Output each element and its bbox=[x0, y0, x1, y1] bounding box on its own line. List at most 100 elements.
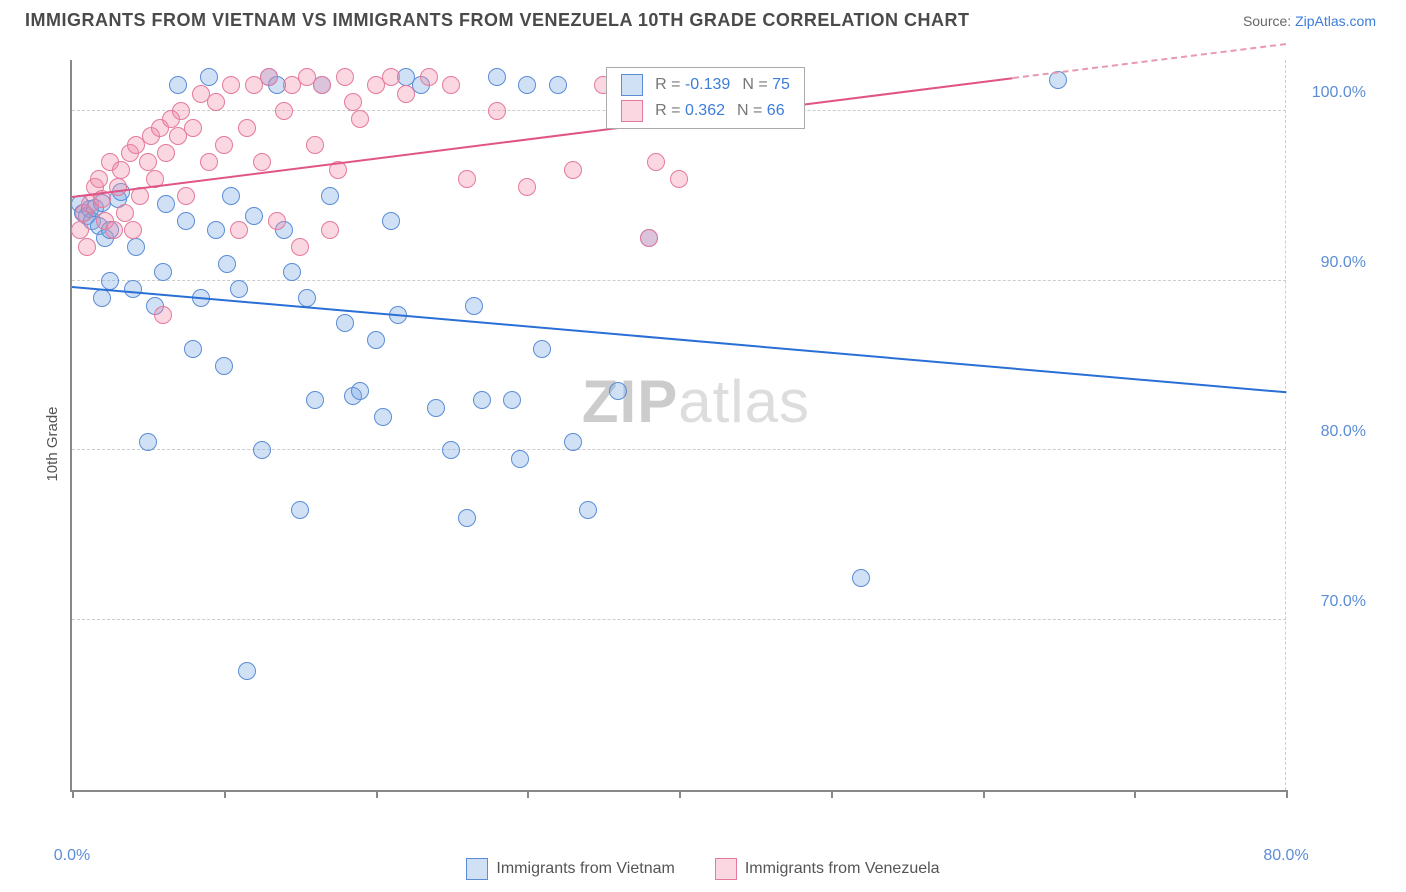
gridline-h bbox=[72, 619, 1286, 620]
x-tick bbox=[72, 790, 74, 798]
chart-title: IMMIGRANTS FROM VIETNAM VS IMMIGRANTS FR… bbox=[25, 10, 970, 31]
chart-header: IMMIGRANTS FROM VIETNAM VS IMMIGRANTS FR… bbox=[0, 0, 1406, 41]
data-point bbox=[344, 93, 362, 111]
stats-swatch bbox=[621, 74, 643, 96]
data-point bbox=[177, 212, 195, 230]
trend-line bbox=[1013, 43, 1286, 79]
data-point bbox=[458, 509, 476, 527]
data-point bbox=[105, 221, 123, 239]
x-tick bbox=[831, 790, 833, 798]
data-point bbox=[442, 76, 460, 94]
data-point bbox=[169, 76, 187, 94]
stat-n: N = 75 bbox=[742, 76, 790, 94]
data-point bbox=[511, 450, 529, 468]
data-point bbox=[442, 441, 460, 459]
data-point bbox=[275, 102, 293, 120]
data-point bbox=[518, 178, 536, 196]
data-point bbox=[101, 272, 119, 290]
data-point bbox=[306, 391, 324, 409]
x-tick bbox=[527, 790, 529, 798]
data-point bbox=[253, 153, 271, 171]
data-point bbox=[93, 289, 111, 307]
data-point bbox=[374, 408, 392, 426]
data-point bbox=[222, 76, 240, 94]
legend-item-venezuela: Immigrants from Venezuela bbox=[715, 858, 940, 880]
data-point bbox=[336, 68, 354, 86]
data-point bbox=[283, 263, 301, 281]
data-point bbox=[184, 119, 202, 137]
data-point bbox=[260, 68, 278, 86]
data-point bbox=[112, 161, 130, 179]
watermark: ZIPatlas bbox=[582, 367, 810, 436]
watermark-bold: ZIP bbox=[582, 368, 678, 435]
data-point bbox=[473, 391, 491, 409]
stats-swatch bbox=[621, 100, 643, 122]
data-point bbox=[518, 76, 536, 94]
legend-label-vietnam: Immigrants from Vietnam bbox=[496, 860, 674, 878]
source-label: Source: bbox=[1243, 13, 1291, 29]
trend-line bbox=[72, 286, 1286, 393]
data-point bbox=[253, 441, 271, 459]
data-point bbox=[184, 340, 202, 358]
data-point bbox=[230, 221, 248, 239]
data-point bbox=[207, 221, 225, 239]
stats-legend: R = -0.139N = 75R = 0.362N = 66 bbox=[606, 67, 805, 129]
data-point bbox=[116, 204, 134, 222]
source-link[interactable]: ZipAtlas.com bbox=[1295, 13, 1376, 29]
data-point bbox=[90, 170, 108, 188]
data-point bbox=[124, 221, 142, 239]
data-point bbox=[238, 119, 256, 137]
data-point bbox=[154, 263, 172, 281]
data-point bbox=[78, 238, 96, 256]
data-point bbox=[298, 289, 316, 307]
data-point bbox=[465, 297, 483, 315]
data-point bbox=[215, 136, 233, 154]
data-point bbox=[207, 93, 225, 111]
x-tick bbox=[376, 790, 378, 798]
data-point bbox=[427, 399, 445, 417]
data-point bbox=[351, 382, 369, 400]
data-point bbox=[321, 187, 339, 205]
data-point bbox=[564, 433, 582, 451]
data-point bbox=[564, 161, 582, 179]
data-point bbox=[109, 178, 127, 196]
data-point bbox=[215, 357, 233, 375]
data-point bbox=[127, 238, 145, 256]
data-point bbox=[367, 331, 385, 349]
data-point bbox=[157, 144, 175, 162]
chart-area: 10th Grade ZIPatlas 70.0%80.0%90.0%100.0… bbox=[25, 45, 1376, 842]
data-point bbox=[852, 569, 870, 587]
y-tick-label: 90.0% bbox=[1296, 254, 1366, 272]
data-point bbox=[222, 187, 240, 205]
data-point bbox=[382, 212, 400, 230]
data-point bbox=[336, 314, 354, 332]
data-point bbox=[640, 229, 658, 247]
data-point bbox=[154, 306, 172, 324]
data-point bbox=[609, 382, 627, 400]
data-point bbox=[503, 391, 521, 409]
data-point bbox=[268, 212, 286, 230]
legend-label-venezuela: Immigrants from Venezuela bbox=[745, 860, 940, 878]
plot-right-border bbox=[1285, 60, 1286, 790]
data-point bbox=[382, 68, 400, 86]
y-tick-label: 80.0% bbox=[1296, 423, 1366, 441]
stat-n: N = 66 bbox=[737, 102, 785, 120]
x-tick bbox=[679, 790, 681, 798]
data-point bbox=[488, 102, 506, 120]
data-point bbox=[579, 501, 597, 519]
data-point bbox=[245, 207, 263, 225]
data-point bbox=[200, 153, 218, 171]
watermark-rest: atlas bbox=[678, 368, 810, 435]
plot-area: ZIPatlas 70.0%80.0%90.0%100.0%0.0%80.0%R… bbox=[70, 60, 1286, 792]
data-point bbox=[458, 170, 476, 188]
data-point bbox=[124, 280, 142, 298]
data-point bbox=[351, 110, 369, 128]
x-tick bbox=[1286, 790, 1288, 798]
data-point bbox=[139, 433, 157, 451]
data-point bbox=[397, 85, 415, 103]
data-point bbox=[306, 136, 324, 154]
stat-r: R = -0.139 bbox=[655, 76, 730, 94]
data-point bbox=[139, 153, 157, 171]
data-point bbox=[321, 221, 339, 239]
legend-item-vietnam: Immigrants from Vietnam bbox=[466, 858, 674, 880]
